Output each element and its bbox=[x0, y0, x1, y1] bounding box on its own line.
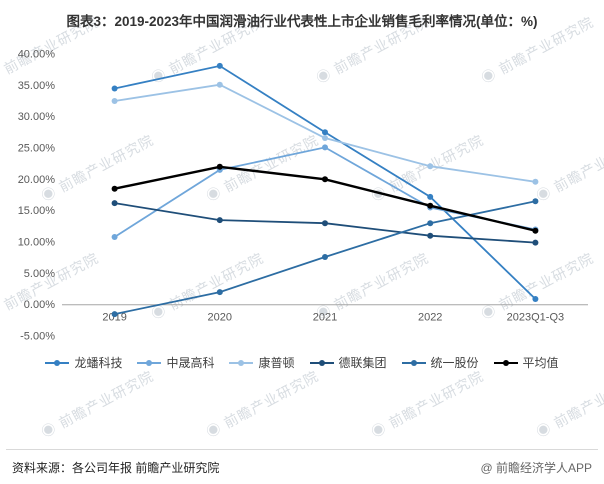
data-point-copton-2020 bbox=[216, 81, 223, 88]
data-point-copton-2019 bbox=[111, 98, 118, 105]
data-point-tongyi-2023Q1-Q3 bbox=[532, 198, 539, 205]
watermark-text: ◉ 前瞻产业研究院 bbox=[368, 367, 487, 441]
y-axis-tick-label: 0.00% bbox=[24, 299, 55, 311]
data-point-average-2022 bbox=[427, 202, 434, 209]
data-point-delian-2022 bbox=[427, 232, 434, 239]
data-point-tongyi-2021 bbox=[322, 254, 328, 261]
y-axis-tick-label: 40.00% bbox=[18, 49, 56, 61]
credit-note: @ 前瞻经济学人APP bbox=[480, 461, 592, 475]
y-axis-tick-label: 10.00% bbox=[18, 237, 56, 249]
chart-legend: 龙蟠科技 中晟高科 康普顿 德联集团 统一股份 平均值 bbox=[0, 354, 604, 371]
x-axis-tick-label: 2020 bbox=[208, 312, 232, 324]
data-point-delian-2021 bbox=[322, 220, 328, 227]
legend-marker-dot bbox=[54, 359, 61, 366]
watermark-text: ◉ 前瞻产业研究院 bbox=[38, 367, 157, 441]
legend-marker bbox=[401, 359, 426, 366]
y-axis-tick-label: 25.00% bbox=[18, 143, 56, 155]
x-axis-tick-label: 2019 bbox=[102, 312, 126, 324]
legend-marker bbox=[137, 359, 162, 366]
chart-title: 图表3：2019-2023年中国润滑油行业代表性上市企业销售毛利率情况(单位：%… bbox=[66, 14, 538, 29]
legend-marker bbox=[45, 359, 70, 366]
data-point-delian-2019 bbox=[111, 200, 118, 207]
data-point-longpan-2023Q1-Q3 bbox=[532, 296, 539, 303]
data-point-longpan-2020 bbox=[216, 63, 223, 70]
data-point-longpan-2021 bbox=[322, 129, 328, 136]
data-point-tongyi-2020 bbox=[216, 289, 223, 296]
legend-label: 平均值 bbox=[522, 356, 559, 371]
legend-marker bbox=[309, 359, 334, 366]
y-axis-tick-label: -5.00% bbox=[20, 331, 55, 343]
data-point-tongyi-2022 bbox=[427, 220, 434, 227]
data-point-average-2023Q1-Q3 bbox=[532, 227, 539, 234]
watermark-text: ◉ 前瞻产业研究院 bbox=[533, 367, 604, 441]
data-point-average-2020 bbox=[216, 164, 223, 171]
data-point-copton-2021 bbox=[322, 135, 328, 142]
x-axis-tick-label: 2021 bbox=[313, 312, 337, 324]
data-point-copton-2022 bbox=[427, 163, 434, 170]
data-point-zhongsheng-2021 bbox=[322, 144, 328, 151]
line-chart: 40.00% 35.00% 30.00% 25.00% 20.00% 15.00% 10.0… bbox=[18, 49, 588, 343]
legend-label: 统一股份 bbox=[430, 356, 479, 371]
series-line-longpan bbox=[114, 65, 537, 300]
y-axis-tick-label: 35.00% bbox=[18, 80, 56, 92]
chart-figure: ◉ 前瞻产业研究院 ◉ 前瞻产业研究院 ◉ 前瞻产业研究院 ◉ 前瞻产业研究院 ◉ 前瞻… bbox=[0, 12, 604, 484]
data-point-longpan-2019 bbox=[111, 85, 118, 92]
y-axis-tick-label: 30.00% bbox=[18, 111, 56, 123]
legend-item-copton: 康普顿 bbox=[229, 354, 295, 371]
legend-marker-dot bbox=[318, 359, 325, 366]
legend-marker-dot bbox=[146, 359, 153, 366]
watermark-text: ◉ 前瞻产业研究院 bbox=[203, 367, 322, 441]
data-point-delian-2023Q1-Q3 bbox=[532, 239, 539, 246]
x-axis-tick-label: 2023Q1-Q3 bbox=[507, 312, 564, 324]
source-note: 资料来源：各公司年报 前瞻产业研究院 bbox=[12, 461, 220, 475]
x-axis-tick-label: 2022 bbox=[418, 312, 442, 324]
legend-label: 龙蟠科技 bbox=[74, 356, 123, 371]
y-axis-tick-label: 20.00% bbox=[18, 174, 56, 186]
legend-item-tongyi: 统一股份 bbox=[401, 354, 479, 371]
legend-item-zhongsheng: 中晟高科 bbox=[137, 354, 214, 371]
y-axis-tick-label: 15.00% bbox=[18, 205, 56, 217]
legend-marker bbox=[493, 359, 518, 366]
legend-marker bbox=[229, 359, 254, 366]
data-point-longpan-2022 bbox=[427, 194, 434, 201]
data-point-copton-2023Q1-Q3 bbox=[532, 179, 539, 186]
legend-marker-dot bbox=[238, 359, 245, 366]
legend-item-average: 平均值 bbox=[493, 354, 559, 371]
data-point-average-2021 bbox=[322, 176, 328, 183]
data-point-zhongsheng-2019 bbox=[111, 234, 118, 241]
legend-item-delian: 德联集团 bbox=[309, 354, 387, 371]
legend-item-longpan: 龙蟠科技 bbox=[45, 354, 122, 371]
data-point-delian-2020 bbox=[216, 217, 223, 224]
legend-label: 中晟高科 bbox=[166, 356, 215, 371]
legend-marker-dot bbox=[502, 359, 509, 366]
legend-label: 德联集团 bbox=[338, 356, 387, 371]
data-point-average-2019 bbox=[111, 185, 118, 192]
legend-label: 康普顿 bbox=[258, 356, 295, 371]
y-axis-tick-label: 5.00% bbox=[24, 268, 55, 280]
data-point-tongyi-2019 bbox=[111, 311, 118, 318]
legend-marker-dot bbox=[410, 359, 417, 366]
